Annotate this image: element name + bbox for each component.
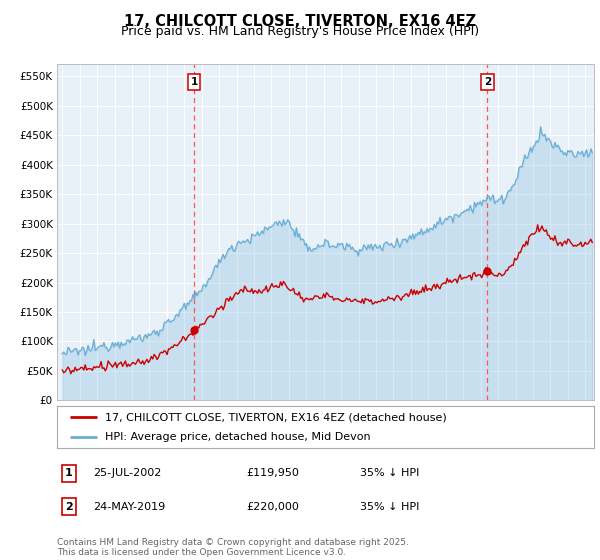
Text: 1: 1 bbox=[65, 468, 73, 478]
Text: 1: 1 bbox=[190, 77, 197, 87]
Text: 35% ↓ HPI: 35% ↓ HPI bbox=[360, 502, 419, 512]
Text: 24-MAY-2019: 24-MAY-2019 bbox=[93, 502, 165, 512]
Text: 25-JUL-2002: 25-JUL-2002 bbox=[93, 468, 161, 478]
Text: £119,950: £119,950 bbox=[246, 468, 299, 478]
Text: Price paid vs. HM Land Registry's House Price Index (HPI): Price paid vs. HM Land Registry's House … bbox=[121, 25, 479, 38]
Text: 2: 2 bbox=[484, 77, 491, 87]
Text: 17, CHILCOTT CLOSE, TIVERTON, EX16 4EZ (detached house): 17, CHILCOTT CLOSE, TIVERTON, EX16 4EZ (… bbox=[106, 412, 447, 422]
Text: £220,000: £220,000 bbox=[246, 502, 299, 512]
Text: HPI: Average price, detached house, Mid Devon: HPI: Average price, detached house, Mid … bbox=[106, 432, 371, 442]
Text: 35% ↓ HPI: 35% ↓ HPI bbox=[360, 468, 419, 478]
Text: 17, CHILCOTT CLOSE, TIVERTON, EX16 4EZ: 17, CHILCOTT CLOSE, TIVERTON, EX16 4EZ bbox=[124, 14, 476, 29]
Text: 2: 2 bbox=[65, 502, 73, 512]
Text: Contains HM Land Registry data © Crown copyright and database right 2025.
This d: Contains HM Land Registry data © Crown c… bbox=[57, 538, 409, 557]
